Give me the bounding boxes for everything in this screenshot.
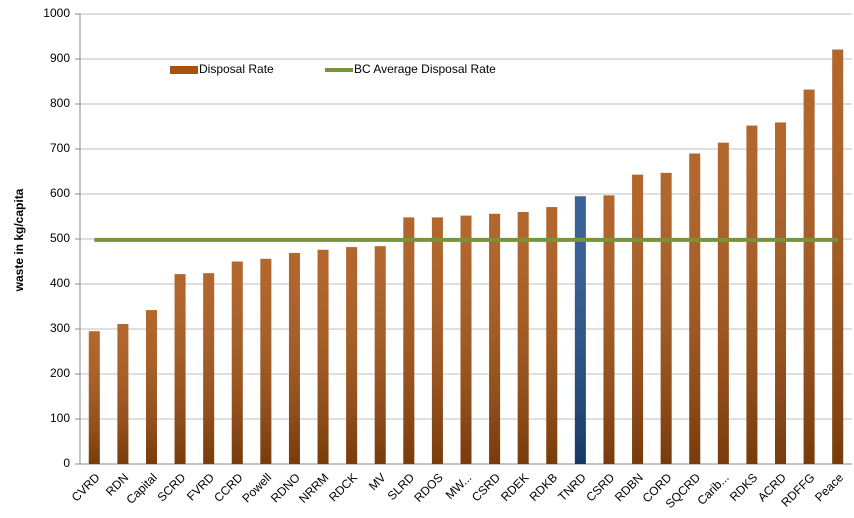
bar (317, 249, 329, 464)
bar (231, 261, 243, 464)
bar (746, 125, 758, 464)
y-tick-label: 900 (50, 51, 70, 65)
y-tick-label: 1000 (43, 6, 70, 20)
x-tick-label: MV (366, 470, 389, 493)
bar (717, 142, 729, 464)
y-tick-label: 500 (50, 231, 70, 245)
x-tick-label: RDKS (727, 470, 760, 503)
x-tick-label: SCRD (154, 470, 188, 504)
x-tick-label: Capital (124, 470, 160, 506)
bar (203, 273, 215, 464)
x-tick-label: SLRD (385, 470, 418, 503)
x-tick-label: RDOS (411, 470, 445, 504)
x-tick-label: RDKB (527, 470, 560, 503)
bar (145, 310, 157, 464)
y-axis-label: waste in kg/capita (12, 188, 26, 292)
bar (174, 274, 186, 464)
bar (88, 331, 100, 464)
x-tick-label: RDCK (326, 470, 360, 504)
y-tick-label: 300 (50, 321, 70, 335)
y-tick-label: 800 (50, 96, 70, 110)
x-tick-label: FVRD (184, 470, 217, 503)
bar (489, 213, 501, 464)
bar (288, 252, 300, 464)
legend-label: BC Average Disposal Rate (354, 62, 496, 76)
x-tick-label: CCRD (211, 470, 246, 505)
legend-label: Disposal Rate (199, 62, 274, 76)
y-tick-label: 700 (50, 141, 70, 155)
bar (603, 195, 615, 464)
x-tick-label: CVRD (69, 470, 103, 504)
y-tick-label: 600 (50, 186, 70, 200)
bar (775, 122, 787, 464)
x-tick-label: NRRM (296, 470, 331, 505)
x-tick-label: Peace (812, 470, 846, 504)
x-tick-label: TNRD (555, 470, 589, 504)
bar (374, 246, 386, 464)
bar (574, 196, 586, 464)
bar (260, 258, 272, 464)
bar (546, 207, 558, 465)
bar (832, 49, 844, 465)
bar (460, 215, 472, 464)
bar (660, 172, 672, 464)
bar (803, 89, 815, 464)
y-tick-label: 400 (50, 276, 70, 290)
bar (517, 212, 529, 464)
x-tick-label: RDBN (612, 470, 646, 504)
bar (346, 247, 358, 464)
y-tick-label: 100 (50, 411, 70, 425)
legend-swatch (170, 66, 198, 74)
bar (431, 217, 443, 464)
bar (117, 324, 129, 464)
x-tick-label: MW... (443, 470, 475, 502)
y-tick-label: 200 (50, 366, 70, 380)
x-tick-label: Powell (239, 470, 274, 505)
x-tick-label: CSRD (469, 470, 503, 504)
y-tick-label: 0 (63, 456, 70, 470)
bar (689, 153, 701, 464)
bar (403, 217, 415, 464)
bar (632, 174, 644, 464)
x-tick-label: CSRD (583, 470, 617, 504)
x-tick-label: RDEK (498, 470, 531, 503)
x-tick-label: Carib... (694, 470, 731, 507)
x-tick-label: RDNO (268, 470, 303, 505)
